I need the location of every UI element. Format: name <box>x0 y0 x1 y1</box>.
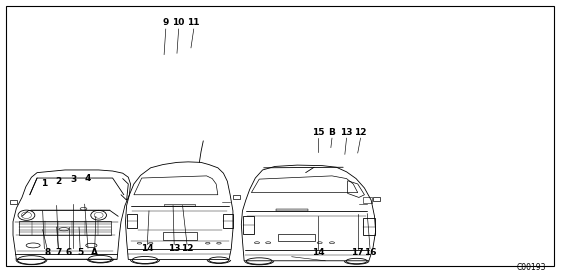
Bar <box>127 214 137 229</box>
Text: 2: 2 <box>55 177 62 186</box>
Text: 9: 9 <box>163 18 169 27</box>
Text: 12: 12 <box>355 128 367 137</box>
Text: 14: 14 <box>141 244 154 253</box>
Text: 5: 5 <box>77 248 83 257</box>
Text: A: A <box>91 248 98 257</box>
Bar <box>276 209 309 211</box>
Text: 11: 11 <box>187 18 200 27</box>
Text: 13: 13 <box>168 244 181 253</box>
Text: B: B <box>329 128 335 137</box>
Text: 12: 12 <box>181 244 194 253</box>
Text: 4: 4 <box>85 174 91 183</box>
Text: 7: 7 <box>55 248 62 257</box>
Bar <box>164 204 195 206</box>
Bar <box>223 214 233 229</box>
Text: 10: 10 <box>172 18 185 27</box>
Bar <box>364 198 373 203</box>
Bar <box>243 216 254 234</box>
Text: 3: 3 <box>70 175 76 184</box>
Bar <box>364 218 375 235</box>
Text: 17: 17 <box>351 248 364 257</box>
Text: 13: 13 <box>341 128 353 137</box>
Text: 8: 8 <box>44 248 50 257</box>
Text: 6: 6 <box>66 248 72 257</box>
Text: 1: 1 <box>41 179 48 189</box>
Text: C00193: C00193 <box>517 263 546 272</box>
Text: 14: 14 <box>312 248 324 257</box>
Text: 16: 16 <box>364 248 376 257</box>
Text: 15: 15 <box>312 128 324 137</box>
